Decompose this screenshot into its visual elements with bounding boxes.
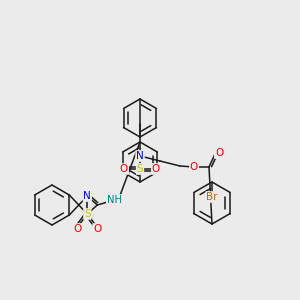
Text: N: N <box>83 191 91 201</box>
Text: S: S <box>137 164 143 174</box>
Text: O: O <box>190 162 198 172</box>
Text: O: O <box>120 164 128 174</box>
Text: N: N <box>136 151 144 161</box>
Text: O: O <box>73 224 81 234</box>
Text: S: S <box>84 209 91 219</box>
Text: O: O <box>215 148 223 158</box>
Text: O: O <box>152 164 160 174</box>
Text: O: O <box>93 224 101 234</box>
Text: Br: Br <box>206 192 218 202</box>
Text: NH: NH <box>107 195 122 205</box>
